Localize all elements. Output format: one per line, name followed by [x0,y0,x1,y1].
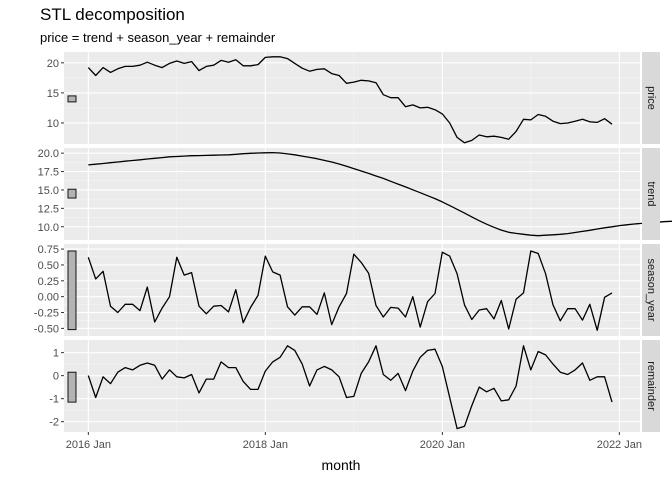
chart-subtitle: price = trend + season_year + remainder [40,30,276,45]
y-tick-label: 20 [47,58,59,70]
facet-strip [642,52,660,144]
x-tick-label: 2022 Jan [597,439,642,451]
panel-background [64,52,640,144]
scale-bar [67,371,77,403]
series-line-price [87,56,613,144]
y-tick-label: -2 [49,417,59,429]
y-tick-label: 0.50 [38,260,59,272]
facet-panels: 101520price10.012.515.017.520.0trend-0.5… [34,52,672,432]
y-tick-label: 1 [53,348,59,360]
scale-bar [67,95,77,103]
y-tick-label: 0.25 [38,276,59,288]
y-tick-label: -0.50 [34,323,59,335]
facet-strip-label: season_year [645,259,657,322]
facet-strip [642,340,660,432]
panel-background [64,244,640,336]
y-tick-label: 0 [53,371,59,383]
x-tick-label: 2016 Jan [66,439,111,451]
y-tick-label: 12.5 [38,203,59,215]
facet-strip [642,244,660,336]
series-line-trend [88,151,672,237]
x-axis: 2016 Jan 2018 Jan 2020 Jan 2022 Jan [66,432,642,451]
panel-trend: 10.0 12.5 15.0 17.5 20.0 trend [38,148,672,240]
y-tick-label: 0.75 [38,244,59,256]
series-line-season_year [87,250,613,331]
facet-strip-label: remainder [645,361,657,411]
panel-price: 10 15 20 price [47,52,660,144]
y-tick-label: 10 [47,118,59,130]
chart-title: STL decomposition [40,5,185,24]
y-tick-label: 15.0 [38,185,59,197]
x-tick-label: 2018 Jan [243,439,288,451]
y-tick-label: -1 [49,394,59,406]
y-tick-label: 20.0 [38,148,59,160]
y-tick-label: 15 [47,88,59,100]
series-line-remainder [87,345,613,430]
scale-bar [67,188,77,199]
panel-season_year: -0.50 -0.25 0.00 0.25 0.50 0.75 season_year [34,244,660,336]
panel-remainder: -2 -1 0 1 remainder [49,340,660,432]
facet-strip [642,148,660,240]
scale-bar [67,250,77,331]
facet-strip-label: price [645,86,657,110]
y-tick-label: -0.25 [34,308,59,320]
x-axis-title: month [322,457,361,473]
panel-background [64,340,640,432]
y-tick-label: 10.0 [38,222,59,234]
y-tick-label: 0.00 [38,292,59,304]
panel-background [64,148,640,240]
y-tick-label: 17.5 [38,167,59,179]
x-tick-label: 2020 Jan [420,439,465,451]
facet-strip-label: trend [645,181,657,206]
